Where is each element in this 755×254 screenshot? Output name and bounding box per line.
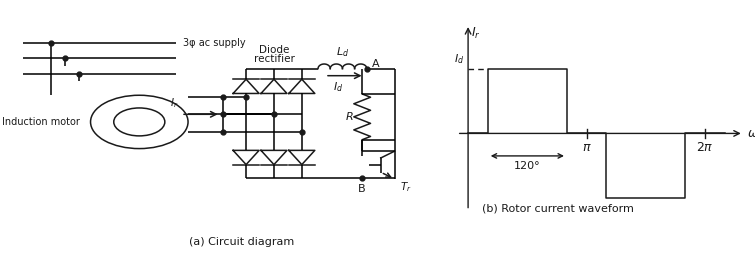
Text: (b) Rotor current waveform: (b) Rotor current waveform [482, 204, 633, 214]
Text: 120°: 120° [514, 161, 541, 171]
Text: $I_r$: $I_r$ [171, 96, 179, 110]
Text: R: R [345, 112, 353, 122]
Text: Diode: Diode [259, 45, 289, 55]
Text: $I_r$: $I_r$ [471, 25, 481, 41]
Text: 3φ ac supply: 3φ ac supply [183, 38, 246, 48]
Text: $T_r$: $T_r$ [400, 180, 412, 194]
Text: $I_d$: $I_d$ [333, 80, 343, 94]
Text: Induction motor: Induction motor [2, 117, 80, 127]
Text: B: B [359, 184, 366, 194]
Text: rectifier: rectifier [254, 54, 294, 64]
Text: $L_d$: $L_d$ [336, 45, 349, 59]
Text: $I_d$: $I_d$ [454, 52, 464, 66]
Text: $2\pi$: $2\pi$ [696, 141, 714, 154]
Text: A: A [371, 59, 379, 69]
Text: $\omega t$: $\omega t$ [747, 127, 755, 140]
Text: (a) Circuit diagram: (a) Circuit diagram [189, 237, 294, 247]
Text: $\pi$: $\pi$ [582, 141, 591, 154]
